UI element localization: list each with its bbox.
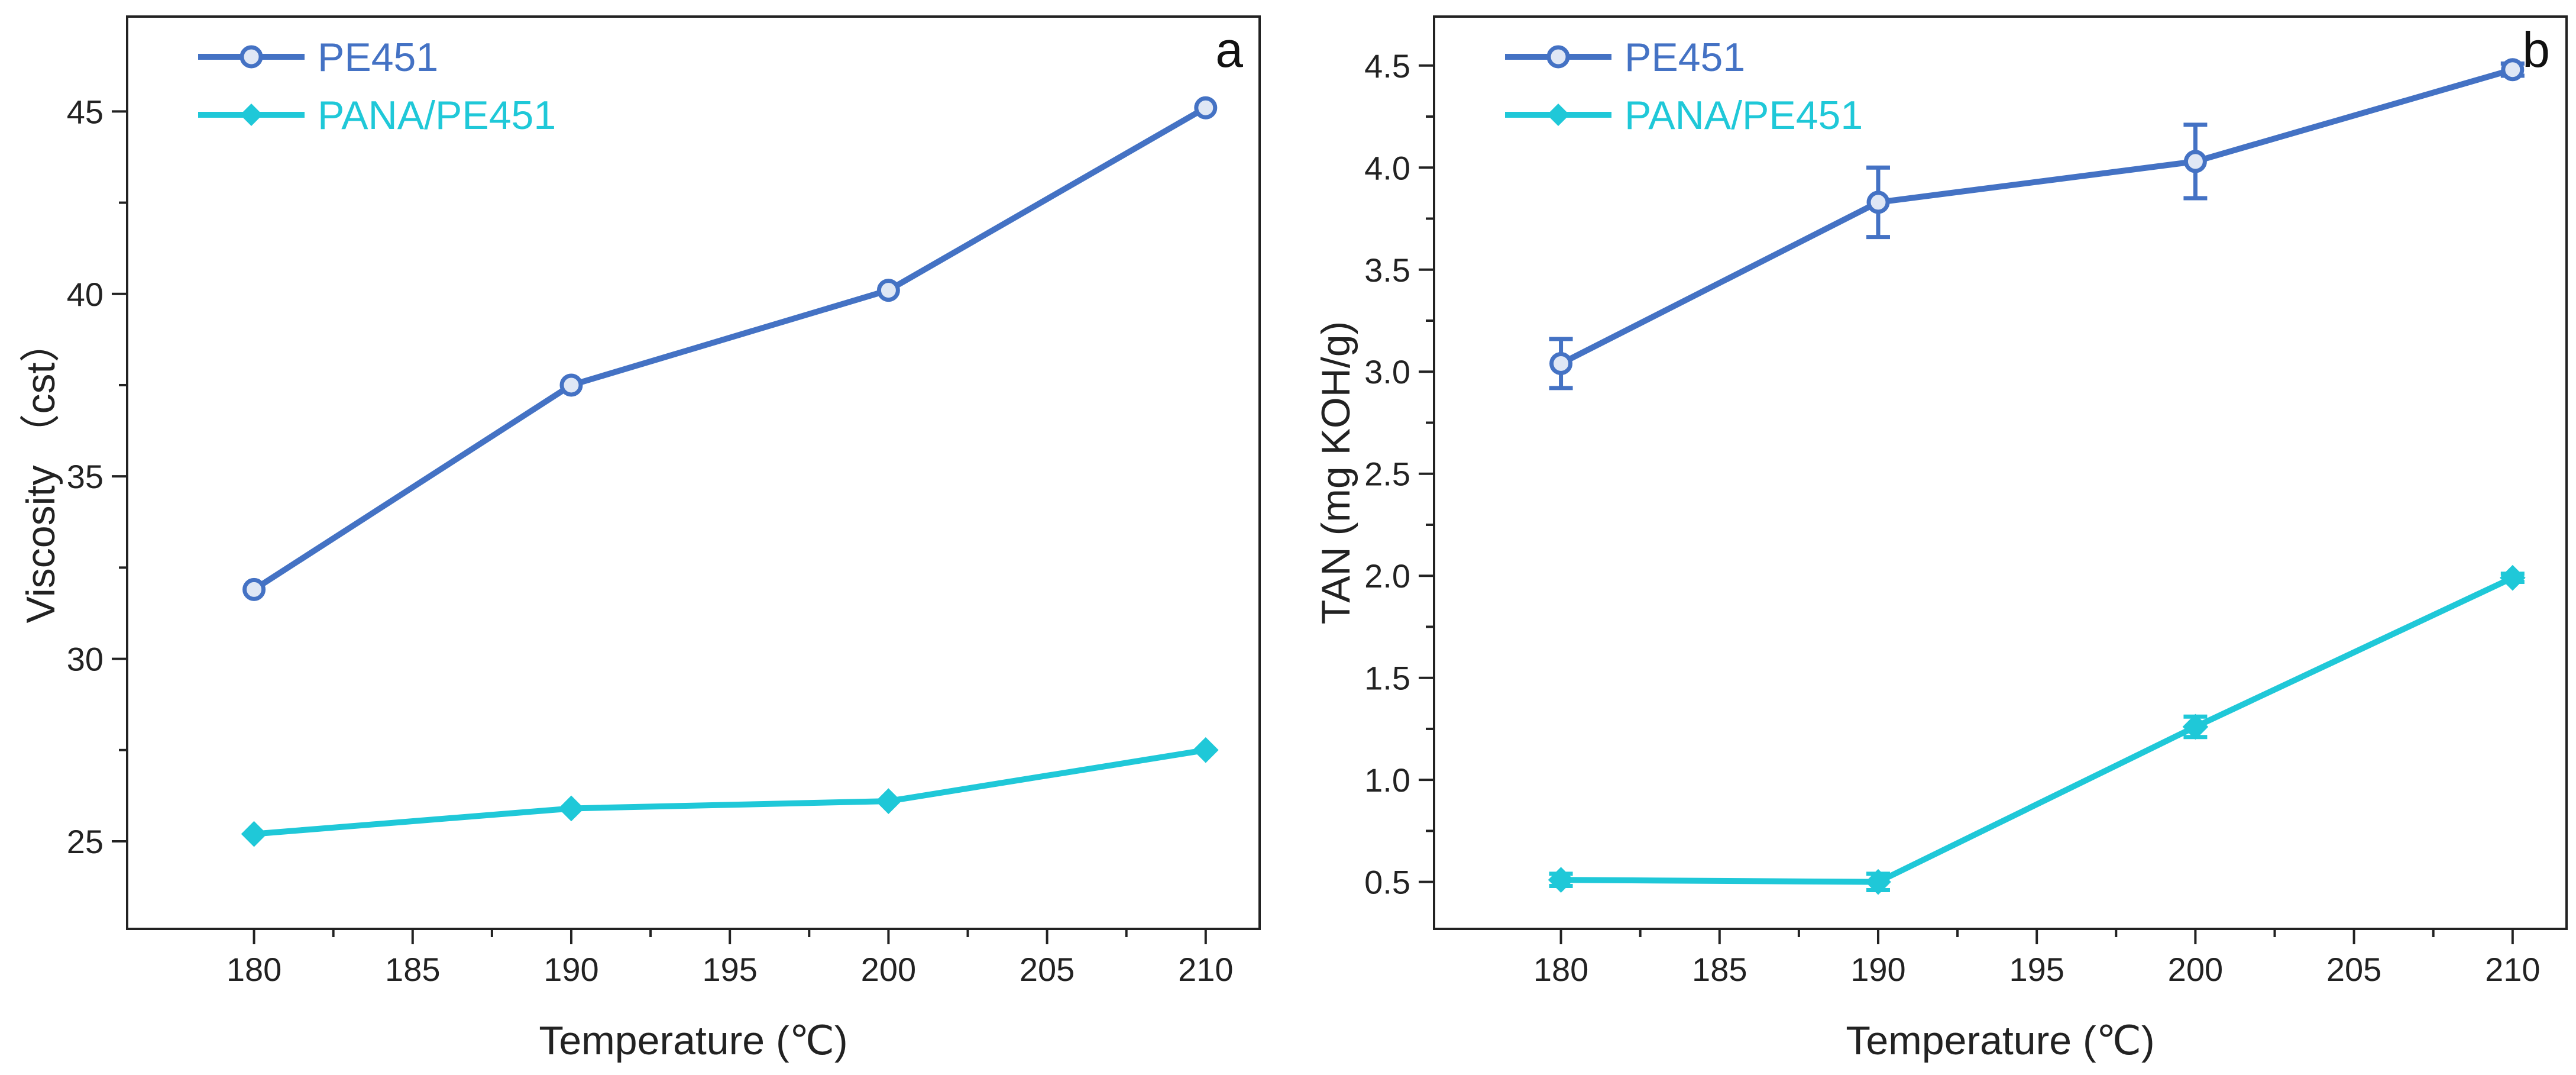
data-point <box>241 821 267 847</box>
y-tick-label: 3.0 <box>1364 353 1410 390</box>
plot-frame <box>126 15 1261 930</box>
series-pe451 <box>242 96 1218 601</box>
legend: PE451 PANA/PE451 <box>1505 35 1863 138</box>
x-tick-label: 190 <box>543 951 598 988</box>
y-tick-label: 4.0 <box>1364 149 1410 186</box>
x-axis-label: Temperature (℃) <box>539 1018 847 1063</box>
x-tick-label: 180 <box>226 951 281 988</box>
x-tick-label: 205 <box>1020 951 1075 988</box>
legend-marker <box>1546 45 1570 69</box>
data-point <box>1865 869 1891 895</box>
y-tick-label: 2.5 <box>1364 456 1410 493</box>
y-tick-label: 2.0 <box>1364 557 1410 595</box>
y-tick-label: 1.0 <box>1364 761 1410 799</box>
data-point <box>1866 191 1890 214</box>
x-tick-label: 200 <box>861 951 916 988</box>
data-point <box>2182 714 2209 740</box>
series-pana-pe451 <box>241 737 1219 847</box>
data-point <box>559 373 583 397</box>
y-tick-label: 45 <box>67 93 103 130</box>
data-point <box>1549 351 1573 375</box>
panel-label: a <box>1215 22 1243 78</box>
panel-label: b <box>2522 22 2550 78</box>
x-tick-label: 205 <box>2326 951 2381 988</box>
legend: PE451 PANA/PE451 <box>198 35 556 138</box>
data-point <box>1548 867 1574 893</box>
series-line <box>254 747 1206 837</box>
y-tick-label: 40 <box>67 276 103 313</box>
y-tick-label: 3.5 <box>1364 251 1410 289</box>
chart-panel-b: 180 185 190 195 200 205 210 0.5 1.0 1.5 2.0 2.5 3.0 3… <box>1313 15 2568 1063</box>
data-point <box>876 279 900 302</box>
data-point <box>2499 564 2526 591</box>
series-line <box>252 105 1208 592</box>
data-point <box>875 788 902 814</box>
legend-marker <box>1547 104 1569 126</box>
legend-label: PE451 <box>318 35 438 80</box>
y-tick-label: 0.5 <box>1364 864 1410 901</box>
plot-frame <box>1433 15 2568 930</box>
data-point <box>2183 150 2207 173</box>
series-pana-pe451 <box>1548 564 2526 895</box>
chart-panel-a: 180 185 190 195 200 205 210 25 30 35 40 45 Temperatu… <box>18 15 1261 1063</box>
x-tick-label: 185 <box>385 951 440 988</box>
legend-marker <box>240 104 263 126</box>
legend-label: PANA/PE451 <box>1624 93 1863 138</box>
x-tick-label: 195 <box>2009 951 2064 988</box>
x-tick-label: 180 <box>1533 951 1588 988</box>
series-pe451 <box>1549 58 2525 390</box>
data-point <box>558 795 584 822</box>
legend-label: PE451 <box>1624 35 1745 80</box>
data-point <box>2501 58 2525 82</box>
x-tick-label: 185 <box>1692 951 1747 988</box>
data-point <box>1192 737 1219 763</box>
legend-marker <box>240 45 263 69</box>
y-axis-label: Viscosity （cst） <box>18 322 63 624</box>
y-tick-label: 1.5 <box>1364 660 1410 697</box>
data-point <box>242 577 266 601</box>
x-tick-label: 190 <box>1850 951 1905 988</box>
series-line <box>1561 575 2514 885</box>
series-line <box>1559 66 2514 366</box>
x-tick-label: 210 <box>2485 951 2540 988</box>
x-tick-label: 210 <box>1178 951 1233 988</box>
x-tick-label: 200 <box>2168 951 2223 988</box>
y-tick-label: 25 <box>67 823 103 860</box>
y-tick-label: 35 <box>67 458 103 495</box>
data-point <box>1194 96 1218 120</box>
x-tick-label: 195 <box>702 951 757 988</box>
y-tick-label: 30 <box>67 641 103 678</box>
legend-label: PANA/PE451 <box>318 93 556 138</box>
x-axis-label: Temperature (℃) <box>1846 1018 2154 1063</box>
y-axis-label: TAN (mg KOH/g) <box>1313 321 1358 625</box>
y-tick-label: 4.5 <box>1364 47 1410 85</box>
